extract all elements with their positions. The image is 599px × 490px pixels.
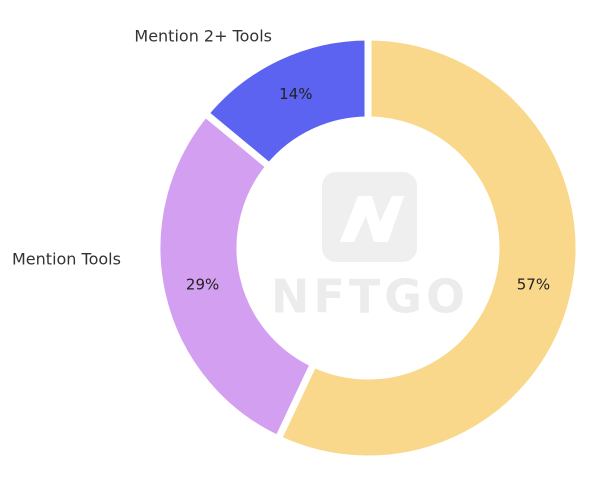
value-label: 57%: [517, 275, 550, 293]
donut-segment: [153, 110, 317, 443]
watermark-logo-mark: [340, 196, 404, 242]
donut-segment: [274, 33, 583, 463]
category-label: Mention Tools: [12, 250, 121, 269]
donut-segment: [201, 33, 372, 170]
value-label: 29%: [186, 275, 219, 293]
category-label: Mention 2+ Tools: [134, 27, 272, 46]
watermark-text: NFTGO: [271, 270, 469, 324]
value-label: 14%: [279, 85, 312, 103]
